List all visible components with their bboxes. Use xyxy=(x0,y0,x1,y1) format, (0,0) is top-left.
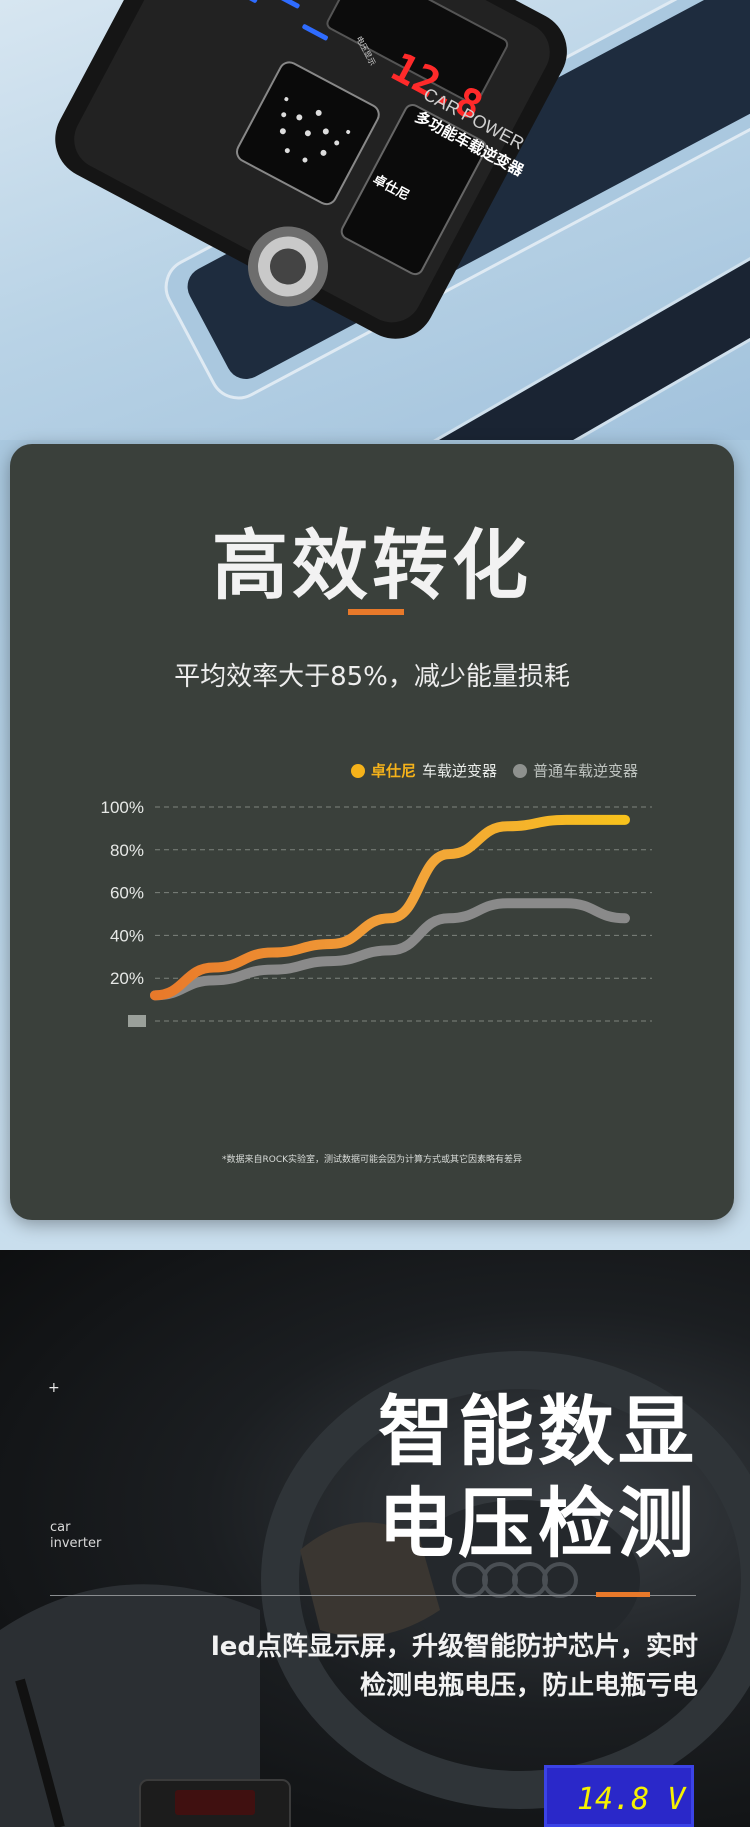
legend-other-label: 普通车载逆变器 xyxy=(532,762,638,780)
feature-divider xyxy=(50,1595,696,1596)
y-tick-label: 40% xyxy=(110,926,144,945)
feature-title-line-1: 智能数显 xyxy=(378,1387,698,1476)
feature-divider-accent xyxy=(596,1592,650,1597)
voltage-display-value: 14.8 V xyxy=(577,1782,686,1817)
product-hero: 12.8 电压显示 CAR POWER 多功能车载逆变器 卓仕尼 xyxy=(0,0,750,480)
efficiency-card: 高效转化 平均效率大于85%，减少能量损耗 卓仕尼 车载逆变器 普通车载逆变器 … xyxy=(10,444,734,1220)
inverter-illustration: 12.8 电压显示 CAR POWER 多功能车载逆变器 卓仕尼 xyxy=(55,0,750,480)
y-tick-label: 20% xyxy=(110,969,144,988)
series-line-brand xyxy=(150,814,630,1001)
feature-desc-line-1: led点阵显示屏，升级智能防护芯片，实时 xyxy=(210,1632,698,1662)
feature-title-line-2: 电压检测 xyxy=(378,1479,698,1568)
legend-other-dot xyxy=(512,763,527,778)
efficiency-line-chart: 100% 80% 60% 40% 20% xyxy=(101,798,652,1027)
chart-footnote: *数据来自ROCK实验室，测试数据可能会因为计算方式或其它因素略有差异 xyxy=(221,1155,523,1165)
series-line-generic xyxy=(150,898,630,1001)
tag-line-2: inverter xyxy=(50,1536,102,1551)
legend-brand-label: 车载逆变器 xyxy=(421,762,497,780)
y-tick-label: 100% xyxy=(101,798,144,817)
y-tick-label: 80% xyxy=(110,841,144,860)
decor-plus: + xyxy=(48,1380,60,1396)
feature-desc-line-2: 检测电瓶电压，防止电瓶亏电 xyxy=(359,1671,698,1701)
efficiency-title: 高效转化 xyxy=(212,521,532,610)
legend-brand-dot xyxy=(350,763,365,778)
origin-marker xyxy=(128,1015,146,1027)
legend-brand-name: 卓仕尼 xyxy=(370,762,416,780)
car-inverter-tag: car inverter xyxy=(50,1520,101,1552)
steering-wheel-backdrop xyxy=(0,1351,750,1827)
voltage-display: 14.8 V xyxy=(544,1765,694,1827)
voltage-feature-section: + car inverter 智能数显 电压检测 led点阵显示屏，升级智能防护… xyxy=(0,1250,750,1827)
tag-line-1: car xyxy=(50,1520,71,1535)
efficiency-subtitle: 平均效率大于85%，减少能量损耗 xyxy=(174,662,570,692)
chart-legend: 卓仕尼 车载逆变器 普通车载逆变器 xyxy=(350,760,638,781)
title-accent-bar xyxy=(348,609,404,615)
y-tick-label: 60% xyxy=(110,884,144,903)
